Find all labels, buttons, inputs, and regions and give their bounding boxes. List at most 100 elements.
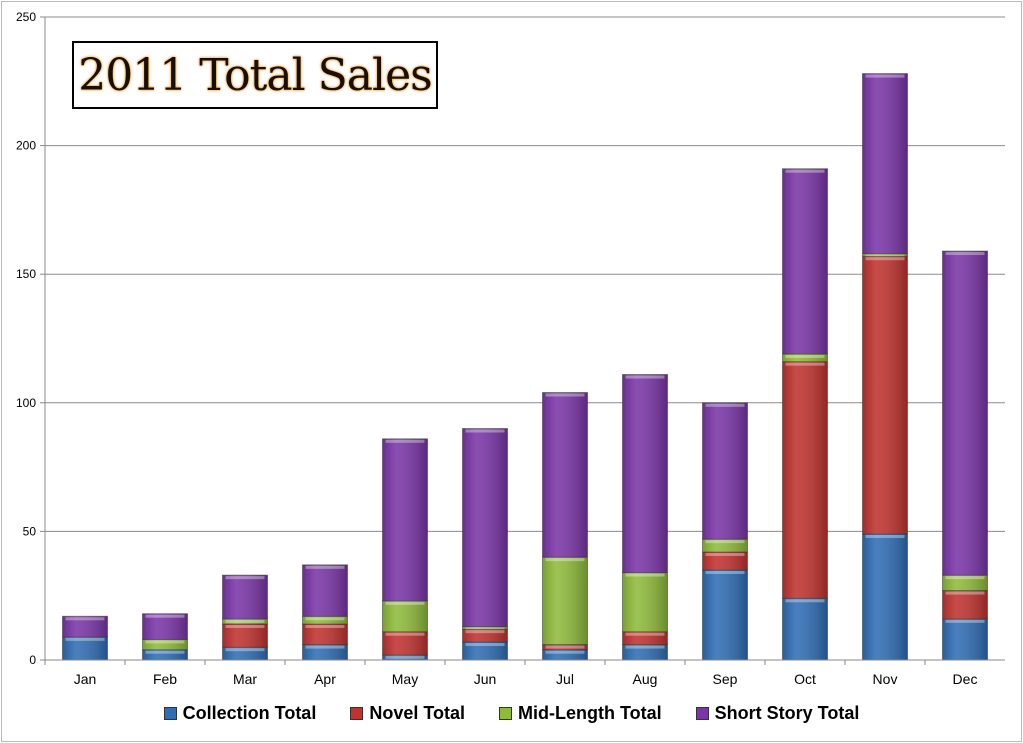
legend-swatch — [499, 707, 513, 720]
chart-title: 2011 Total Sales — [78, 49, 432, 101]
bar-highlight — [705, 570, 745, 574]
legend-swatch — [350, 707, 364, 720]
bar-shading — [702, 539, 748, 552]
bar-highlight — [465, 630, 505, 634]
legend-swatch — [163, 707, 177, 720]
bar-shading — [222, 623, 268, 648]
bar-highlight — [945, 619, 985, 623]
legend-label: Collection Total — [182, 703, 317, 723]
bar-shading — [622, 631, 668, 645]
bar-shading — [862, 533, 908, 660]
bar-highlight — [705, 403, 745, 407]
bar-shading — [622, 644, 668, 660]
bar-highlight — [705, 540, 745, 544]
bar-highlight — [65, 617, 105, 621]
legend-item: Novel Total — [350, 703, 465, 724]
bar-shading — [302, 616, 348, 624]
legend-swatch — [695, 707, 709, 720]
bar-highlight — [65, 637, 105, 641]
x-tick-label: Jan — [74, 671, 97, 687]
bar-highlight — [225, 648, 265, 652]
bar-shading — [702, 569, 748, 660]
bar-highlight — [225, 619, 265, 623]
bar-shading — [942, 251, 988, 576]
bar-shading — [782, 361, 828, 599]
bar-highlight — [145, 650, 185, 654]
y-tick-label: 250 — [16, 10, 36, 24]
x-tick-label: Jun — [474, 671, 497, 687]
bar-highlight — [385, 601, 425, 605]
bar-shading — [622, 374, 668, 573]
legend-item: Collection Total — [163, 703, 317, 724]
bar-highlight — [545, 393, 585, 397]
bar-shading — [142, 639, 188, 650]
bar-highlight — [465, 642, 505, 646]
bar-shading — [302, 623, 348, 645]
bar-highlight — [705, 552, 745, 556]
bar-shading — [382, 654, 428, 660]
bar-highlight — [145, 614, 185, 618]
bar-highlight — [385, 655, 425, 659]
bar-shading — [302, 564, 348, 617]
bar-highlight — [865, 257, 905, 261]
bar-highlight — [305, 624, 345, 628]
bar-shading — [862, 253, 908, 257]
bar-shading — [942, 618, 988, 660]
bar-highlight — [225, 624, 265, 628]
bar-shading — [542, 644, 588, 650]
bar-shading — [942, 590, 988, 619]
bar-shading — [622, 572, 668, 632]
x-tick-label: Dec — [953, 671, 978, 687]
bar-shading — [942, 575, 988, 591]
x-tick-label: May — [392, 671, 418, 687]
bar-shading — [782, 598, 828, 660]
bar-shading — [702, 551, 748, 570]
bar-highlight — [545, 558, 585, 562]
bar-highlight — [945, 591, 985, 595]
x-tick-label: Feb — [153, 671, 177, 687]
bar-highlight — [225, 576, 265, 580]
bar-shading — [142, 613, 188, 640]
y-tick-label: 150 — [16, 267, 36, 281]
x-tick-label: Sep — [713, 671, 738, 687]
bar-shading — [222, 575, 268, 619]
chart-title-box: 2011 Total Sales — [72, 41, 438, 109]
bar-highlight — [465, 429, 505, 433]
bar-highlight — [305, 645, 345, 649]
legend-label: Novel Total — [369, 703, 466, 723]
bar-highlight — [865, 74, 905, 78]
bar-shading — [462, 428, 508, 627]
legend: Collection Total Novel Total Mid-Length To… — [0, 703, 1023, 724]
bar-highlight — [385, 632, 425, 636]
bar-highlight — [785, 599, 825, 603]
bar-shading — [782, 353, 828, 362]
y-tick-label: 50 — [23, 524, 37, 538]
bar-highlight — [305, 565, 345, 569]
bar-shading — [222, 647, 268, 660]
bar-shading — [62, 636, 108, 660]
bar-shading — [382, 631, 428, 655]
bar-highlight — [865, 534, 905, 538]
bar-highlight — [865, 254, 905, 257]
x-tick-label: Nov — [873, 671, 898, 687]
bar-highlight — [145, 640, 185, 644]
bar-shading — [302, 644, 348, 660]
bar-highlight — [945, 252, 985, 256]
bar-highlight — [945, 576, 985, 580]
y-tick-label: 0 — [29, 653, 36, 667]
bar-highlight — [625, 632, 665, 636]
bar-shading — [462, 629, 508, 642]
bar-shading — [142, 649, 188, 660]
bar-highlight — [785, 354, 825, 358]
bar-shading — [862, 256, 908, 534]
bar-shading — [542, 649, 588, 660]
bar-shading — [222, 618, 268, 624]
bar-shading — [542, 557, 588, 645]
bar-highlight — [385, 439, 425, 443]
y-tick-label: 100 — [16, 396, 36, 410]
bar-highlight — [625, 573, 665, 577]
bar-shading — [462, 641, 508, 660]
bar-highlight — [785, 169, 825, 173]
